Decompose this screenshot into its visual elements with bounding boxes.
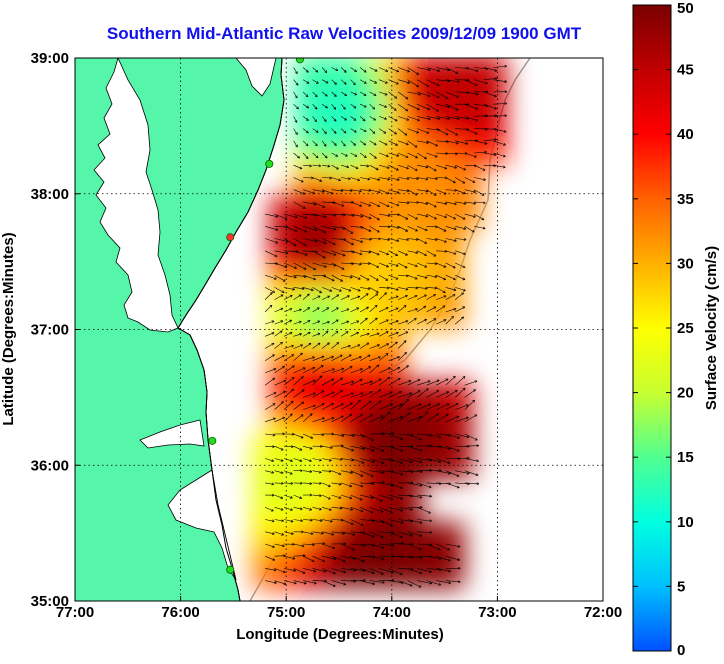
radar-station-marker [209, 437, 216, 444]
colorbar-tick-label: 30 [677, 255, 694, 272]
colorbar-tick-label: 25 [677, 320, 694, 337]
colorbar-tick-label: 15 [677, 449, 694, 466]
x-tick-label: 74:00 [373, 604, 411, 621]
radar-station-marker [227, 566, 234, 573]
colorbar-tick-label: 35 [677, 191, 694, 208]
y-axis-label: Latitude (Degrees:Minutes) [0, 232, 17, 425]
colorbar-tick-label: 20 [677, 385, 694, 402]
colorbar-tick-label: 50 [677, 0, 694, 17]
y-tick-label: 36:00 [31, 457, 69, 474]
colorbar-tick-label: 45 [677, 62, 694, 79]
colorbar-tick-label: 40 [677, 126, 694, 143]
y-axis-ticks: 39:00 38:00 37:00 36:00 35:00 [31, 50, 80, 610]
colorbar-label: Surface Velocity (cm/s) [703, 246, 720, 410]
x-tick-label: 73:00 [478, 604, 516, 621]
radar-station-marker [296, 56, 303, 63]
colorbar-tick-label: 5 [677, 578, 685, 595]
radar-station-marker [227, 234, 234, 241]
x-tick-label: 75:00 [267, 604, 305, 621]
colorbar [633, 5, 671, 651]
y-tick-label: 37:00 [31, 322, 69, 339]
chart-title: Southern Mid-Atlantic Raw Velocities 200… [107, 24, 582, 43]
y-tick-label: 35:00 [31, 593, 69, 610]
x-tick-label: 76:00 [161, 604, 199, 621]
y-tick-label: 38:00 [31, 186, 69, 203]
colorbar-tick-label: 10 [677, 514, 694, 531]
y-tick-label: 39:00 [31, 50, 69, 67]
radar-station-marker [266, 160, 273, 167]
colorbar-tick-label: 0 [677, 642, 685, 659]
x-axis-label: Longitude (Degrees:Minutes) [236, 626, 444, 643]
x-tick-label: 72:00 [584, 604, 622, 621]
